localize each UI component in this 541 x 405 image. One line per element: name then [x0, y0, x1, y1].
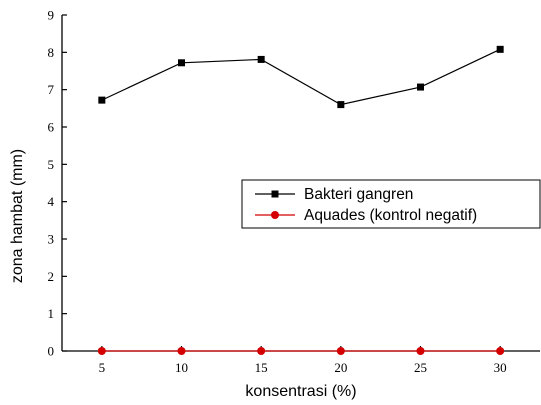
data-point-0	[417, 83, 424, 91]
x-tick-label: 25	[414, 360, 427, 375]
data-point-1	[416, 347, 425, 355]
y-tick-label: 2	[48, 269, 55, 284]
y-tick-label: 5	[48, 157, 55, 172]
y-tick-label: 4	[48, 194, 55, 209]
data-point-1	[496, 347, 505, 355]
data-point-1	[336, 347, 345, 355]
y-tick-label: 3	[48, 232, 55, 247]
y-tick-label: 6	[48, 120, 55, 135]
y-tick-label: 8	[48, 45, 55, 60]
y-tick-label: 0	[48, 344, 55, 359]
x-tick-label: 30	[494, 360, 507, 375]
legend-box	[241, 179, 541, 229]
y-tick-label: 1	[48, 306, 55, 321]
data-point-0	[257, 55, 265, 63]
y-axis-title: zona hambat (mm)	[9, 149, 26, 283]
legend-label-0: Bakteri gangren	[304, 186, 413, 203]
legend-label-1: Aquades (kontrol negatif)	[304, 207, 477, 224]
legend-marker-0	[271, 190, 279, 198]
data-point-0	[337, 101, 345, 109]
data-point-1	[97, 347, 106, 355]
x-tick-label: 15	[255, 360, 268, 375]
x-tick-label: 10	[175, 360, 188, 375]
data-point-1	[257, 347, 266, 355]
y-ticks: 0 1 2 3 4 5 6 7 8 9	[48, 8, 67, 359]
legend: Bakteri gangren Aquades (kontrol negatif…	[241, 179, 541, 229]
y-tick-label: 9	[48, 8, 55, 23]
data-point-0	[98, 96, 106, 104]
x-axis-title: konsentrasi (%)	[245, 383, 356, 400]
y-tick-label: 7	[48, 82, 55, 97]
data-point-0	[496, 45, 504, 53]
legend-marker-1	[271, 211, 279, 219]
series-line-0	[101, 48, 501, 106]
data-point-0	[178, 59, 185, 67]
data-point-1	[177, 347, 186, 355]
x-tick-label: 20	[334, 360, 347, 375]
x-tick-label: 5	[99, 360, 106, 375]
series-layer	[97, 45, 505, 355]
